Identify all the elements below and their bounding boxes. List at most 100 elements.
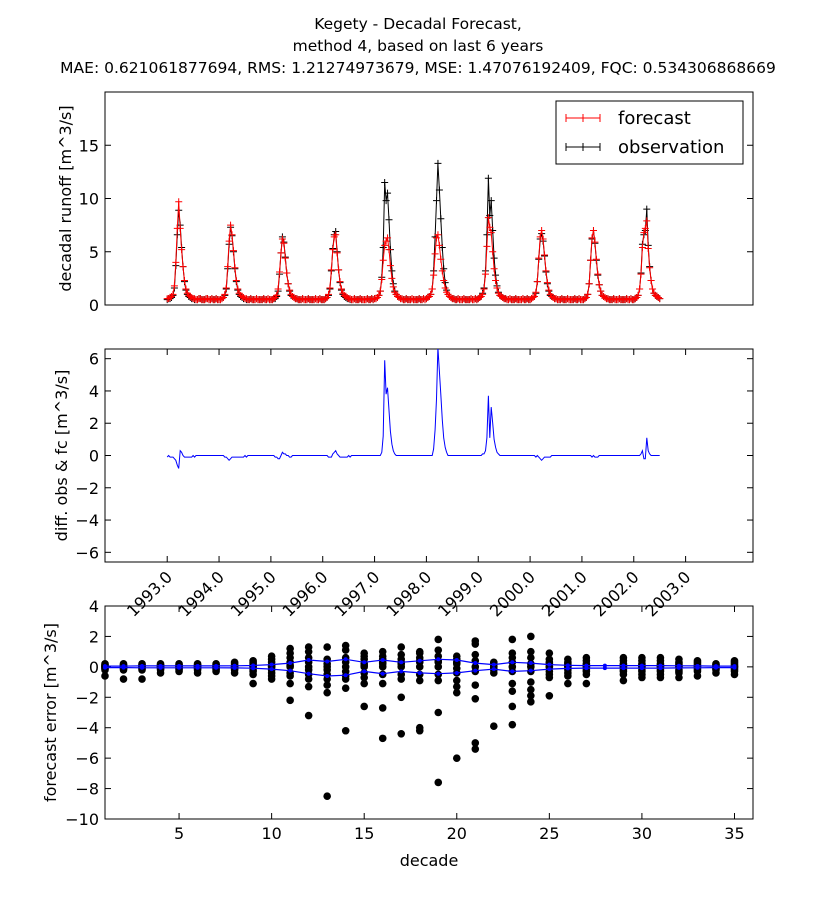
error-lower-band-point xyxy=(584,666,589,671)
forecast-point xyxy=(589,226,597,234)
error-lower-band-point xyxy=(695,665,700,670)
error-upper-band-point xyxy=(380,658,385,663)
error-point xyxy=(508,702,517,711)
diff-ytick-label: −2 xyxy=(75,479,99,498)
forecast-point xyxy=(388,274,396,282)
legend-observation-marker xyxy=(565,143,601,151)
forecast-point xyxy=(636,285,644,293)
runoff-ytick-label: 0 xyxy=(89,296,99,315)
forecast-point xyxy=(460,295,468,303)
error-point xyxy=(582,679,591,688)
forecast-point xyxy=(280,239,288,247)
error-lower-band-point xyxy=(214,665,219,670)
forecast-point xyxy=(182,285,190,293)
error-point xyxy=(527,663,535,671)
forecast-point xyxy=(375,291,383,299)
forecast-point xyxy=(654,294,662,302)
observation-point xyxy=(643,205,651,213)
diff-xtick-label: 1997.0 xyxy=(330,567,383,620)
legend-forecast-label: forecast xyxy=(618,108,691,129)
diff-ytick-label: −6 xyxy=(75,543,99,562)
diff-ytick-label: 6 xyxy=(89,350,99,369)
forecast-point xyxy=(170,282,178,290)
error-point xyxy=(527,698,535,706)
error-lower-band-point xyxy=(713,665,718,670)
forecast-point xyxy=(492,277,500,285)
error-lower-band-point xyxy=(343,673,348,678)
error-upper-band-point xyxy=(288,661,293,666)
forecast-point xyxy=(274,285,282,293)
error-point xyxy=(378,679,387,688)
error-point xyxy=(527,653,535,662)
forecast-point xyxy=(284,280,292,288)
forecast-point xyxy=(175,198,183,206)
forecast-point xyxy=(433,234,441,242)
error-point xyxy=(341,684,350,692)
forecast-point xyxy=(487,229,495,237)
forecast-point xyxy=(640,229,648,237)
observation-point xyxy=(388,267,396,275)
forecast-point xyxy=(484,214,492,222)
error-point xyxy=(341,646,350,654)
error-point xyxy=(304,682,313,691)
forecast-point xyxy=(166,294,174,302)
error-point xyxy=(286,663,294,671)
forecast-point xyxy=(386,262,394,270)
forecast-point xyxy=(333,249,341,257)
error-point xyxy=(323,663,331,671)
legend-observation-label: observation xyxy=(618,137,724,158)
error-point xyxy=(267,672,276,680)
error-point xyxy=(360,702,369,711)
error-point xyxy=(452,676,461,685)
forecast-point xyxy=(234,285,242,293)
error-lower-band-point xyxy=(732,665,737,670)
error-point xyxy=(527,632,535,641)
error-point xyxy=(527,647,535,656)
error-point xyxy=(360,652,369,661)
error-lower-band-point xyxy=(547,667,552,672)
error-lower-band-point xyxy=(380,671,385,676)
diff-xtick-label: 1996.0 xyxy=(279,567,332,620)
legend-forecast-marker xyxy=(565,114,601,122)
error-point xyxy=(471,681,480,689)
observation-point xyxy=(484,174,492,182)
forecast-point xyxy=(228,231,236,239)
diff-ytick-label: −4 xyxy=(75,511,99,530)
error-upper-band-point xyxy=(436,657,441,662)
error-point xyxy=(434,635,443,644)
diff-ytick-label: 4 xyxy=(89,382,99,401)
forecast-point xyxy=(431,250,439,258)
forecast-point xyxy=(323,294,331,302)
forecast-point xyxy=(229,247,237,255)
error-point xyxy=(434,778,443,787)
error-point xyxy=(508,663,517,671)
forecast-point xyxy=(490,265,498,273)
forecast-point xyxy=(493,284,501,292)
error-point xyxy=(508,687,517,695)
forecast-point xyxy=(499,294,507,302)
forecast-point xyxy=(584,290,592,298)
forecast-point xyxy=(240,294,248,302)
forecast-point xyxy=(179,263,187,271)
diff-xtick-label: 1993.0 xyxy=(123,567,176,620)
forecast-point xyxy=(232,277,240,285)
diff-ytick-label: 0 xyxy=(89,447,99,466)
error-point xyxy=(286,696,294,705)
error-point xyxy=(397,650,406,659)
error-lower-band-point xyxy=(436,671,441,676)
error-point xyxy=(656,656,665,665)
forecast-point xyxy=(395,294,403,302)
forecast-point xyxy=(169,290,177,298)
error-lower-band-point xyxy=(473,668,478,673)
error-point xyxy=(323,643,331,651)
error-point xyxy=(582,656,591,665)
forecast-point xyxy=(435,241,443,249)
forecast-point xyxy=(219,294,227,302)
error-xtick-label: 25 xyxy=(539,824,559,843)
forecast-point xyxy=(283,269,291,277)
forecast-point xyxy=(564,295,572,303)
error-point xyxy=(378,734,387,743)
error-upper-band-point xyxy=(343,657,348,662)
error-lower-band-point xyxy=(676,665,681,670)
